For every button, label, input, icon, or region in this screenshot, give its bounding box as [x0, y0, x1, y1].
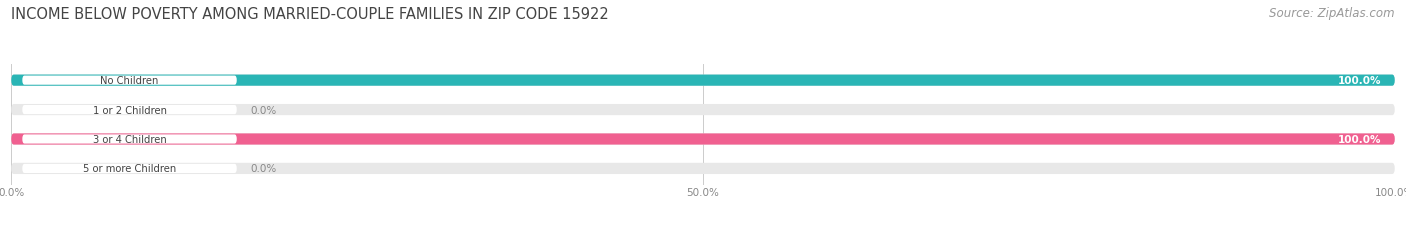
FancyBboxPatch shape [11, 75, 1395, 86]
FancyBboxPatch shape [22, 106, 236, 115]
Text: INCOME BELOW POVERTY AMONG MARRIED-COUPLE FAMILIES IN ZIP CODE 15922: INCOME BELOW POVERTY AMONG MARRIED-COUPL… [11, 7, 609, 22]
FancyBboxPatch shape [11, 75, 1395, 86]
Text: Source: ZipAtlas.com: Source: ZipAtlas.com [1270, 7, 1395, 20]
FancyBboxPatch shape [11, 163, 1395, 174]
FancyBboxPatch shape [22, 76, 236, 85]
FancyBboxPatch shape [11, 134, 1395, 145]
Text: No Children: No Children [100, 76, 159, 86]
Text: 0.0%: 0.0% [250, 105, 277, 115]
FancyBboxPatch shape [11, 104, 1395, 116]
FancyBboxPatch shape [11, 134, 1395, 145]
Text: 0.0%: 0.0% [250, 164, 277, 174]
Text: 5 or more Children: 5 or more Children [83, 164, 176, 174]
Text: 100.0%: 100.0% [1337, 134, 1381, 144]
FancyBboxPatch shape [22, 164, 236, 173]
FancyBboxPatch shape [22, 135, 236, 144]
Text: 100.0%: 100.0% [1337, 76, 1381, 86]
Text: 3 or 4 Children: 3 or 4 Children [93, 134, 166, 144]
Text: 1 or 2 Children: 1 or 2 Children [93, 105, 166, 115]
